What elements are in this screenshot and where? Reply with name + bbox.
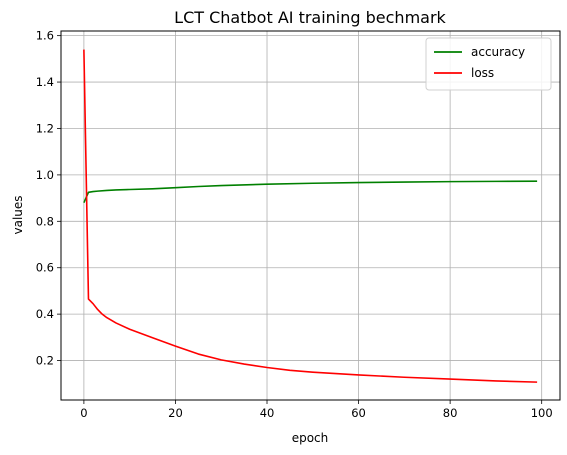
plot-area (60, 30, 561, 401)
y-tick-label: 0.4 (36, 307, 54, 321)
x-axis-label: epoch (292, 431, 329, 445)
y-tick-label: 0.6 (36, 261, 54, 275)
chart-title: LCT Chatbot AI training bechmark (174, 8, 446, 27)
y-tick-label: 1.4 (36, 75, 54, 89)
y-tick-label: 0.8 (36, 214, 54, 228)
y-tick-label: 1.2 (36, 121, 54, 135)
x-tick-label: 40 (260, 406, 275, 420)
x-tick-label: 60 (351, 406, 366, 420)
y-tick-label: 1.0 (36, 168, 54, 182)
legend: accuracy loss (425, 37, 552, 91)
y-tick-label: 1.6 (36, 29, 54, 43)
legend-label-loss: loss (471, 66, 494, 80)
loss-line (83, 49, 538, 383)
accuracy-line (83, 180, 538, 204)
legend-label-accuracy: accuracy (471, 45, 525, 59)
x-tick-label: 100 (531, 406, 553, 420)
y-tick-label: 0.2 (36, 354, 54, 368)
legend-box (425, 37, 552, 91)
x-tick-label: 80 (443, 406, 458, 420)
series-lines (83, 49, 538, 383)
axis-ticks: 0 20 40 60 80 100 0.2 0.4 0.6 0.8 1.0 1.2 1.4 1.6 (36, 29, 553, 420)
x-tick-label: 20 (168, 406, 183, 420)
y-axis-label: values (11, 195, 25, 234)
x-tick-label: 0 (80, 406, 87, 420)
